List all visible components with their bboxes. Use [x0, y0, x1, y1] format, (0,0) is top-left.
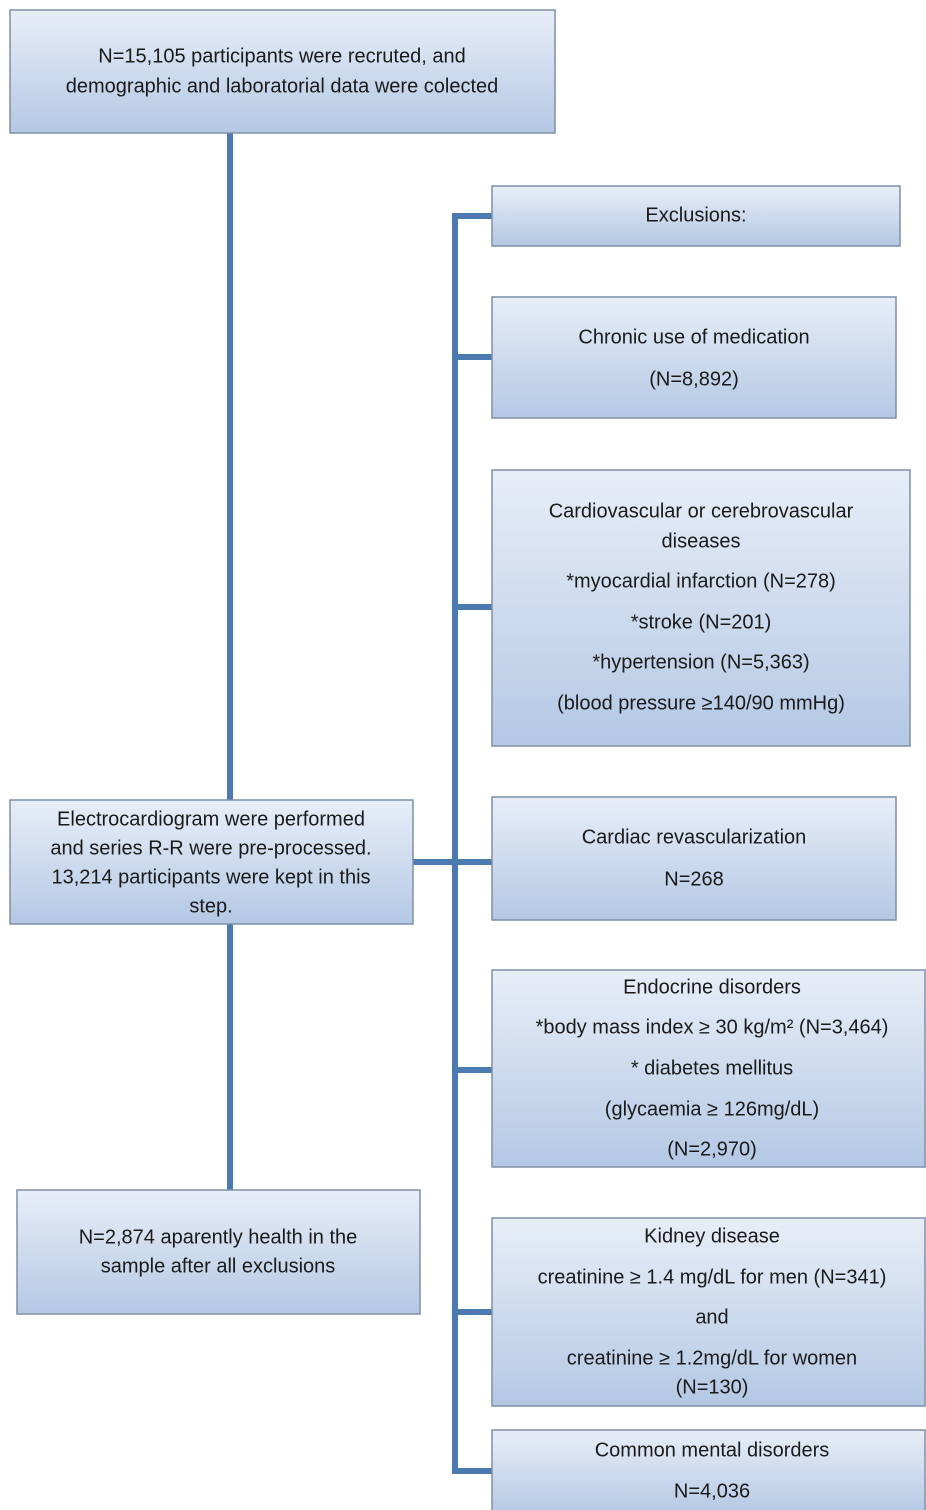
- node-text: diseases: [662, 530, 741, 552]
- box: [491, 1429, 926, 1510]
- box: [9, 799, 414, 925]
- node-text: N=15,105 participants were recruted, and: [98, 45, 465, 67]
- box: [491, 185, 901, 247]
- node-text: Cardiac revascularization: [582, 826, 807, 848]
- node-text: Exclusions:: [645, 204, 746, 226]
- node-text: *myocardial infarction (N=278): [566, 570, 836, 592]
- node-text: creatinine ≥ 1.2mg/dL for women: [567, 1347, 857, 1369]
- box: [491, 969, 926, 1168]
- node-text: Kidney disease: [644, 1225, 780, 1247]
- boxes: [9, 9, 926, 1510]
- node-text: Chronic use of medication: [578, 326, 809, 348]
- connector: [452, 213, 492, 1474]
- node-text: *body mass index ≥ 30 kg/m² (N=3,464): [536, 1016, 889, 1038]
- node-text: sample after all exclusions: [101, 1255, 336, 1277]
- labels: N=15,105 participants were recruted, and…: [50, 45, 888, 1502]
- node-text: * diabetes mellitus: [631, 1057, 793, 1079]
- node-text: (N=130): [676, 1376, 749, 1398]
- node-text: N=268: [664, 868, 724, 890]
- node-text: *stroke (N=201): [631, 611, 772, 633]
- node-text: Endocrine disorders: [623, 976, 801, 998]
- node-text: Cardiovascular or cerebrovascular: [549, 500, 854, 522]
- node-text: Electrocardiogram were performed: [57, 808, 365, 830]
- box: [491, 296, 897, 419]
- box: [491, 1217, 926, 1407]
- node-text: N=2,874 aparently health in the: [79, 1226, 358, 1248]
- node-text: (glycaemia ≥ 126mg/dL): [605, 1098, 819, 1120]
- box: [16, 1189, 421, 1315]
- node-text: Common mental disorders: [595, 1439, 830, 1461]
- node-text: creatinine ≥ 1.4 mg/dL for men (N=341): [538, 1266, 887, 1288]
- node-text: and: [695, 1306, 728, 1328]
- box: [9, 9, 556, 134]
- node-text: N=4,036: [674, 1480, 750, 1502]
- node-text: step.: [189, 895, 232, 917]
- node-text: (N=2,970): [667, 1138, 757, 1160]
- box: [491, 469, 911, 747]
- node-text: (N=8,892): [649, 368, 739, 390]
- node-text: and series R-R were pre-processed.: [50, 837, 371, 859]
- box: [491, 796, 897, 921]
- node-text: (blood pressure ≥140/90 mmHg): [557, 692, 845, 714]
- node-text: demographic and laboratorial data were c…: [66, 75, 499, 97]
- node-text: 13,214 participants were kept in this: [51, 866, 370, 888]
- connectors: [227, 133, 492, 1474]
- node-text: *hypertension (N=5,363): [592, 651, 809, 673]
